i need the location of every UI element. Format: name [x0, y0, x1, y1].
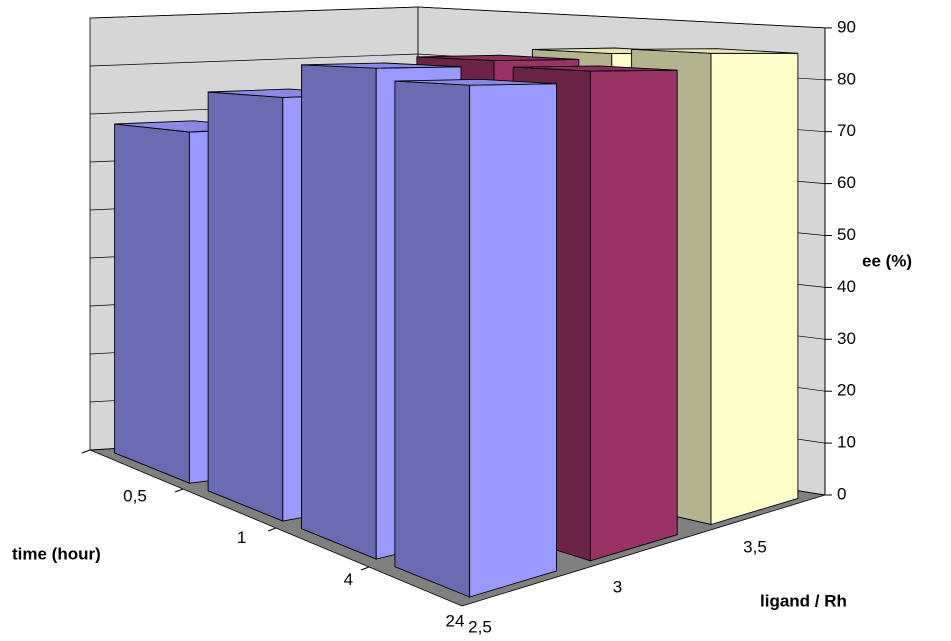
y-tick-label: 70 [837, 121, 856, 140]
x-tick-label: 1 [237, 528, 246, 547]
series-tick-label: 2,5 [468, 617, 492, 636]
bar-top [394, 78, 557, 86]
y-tick-label: 50 [837, 225, 856, 244]
x-tick-label: 0,5 [123, 486, 147, 505]
x-tick [360, 566, 370, 571]
x-tick [174, 488, 184, 493]
bar-front [710, 52, 799, 526]
bar-side [207, 91, 284, 522]
bar-top [416, 54, 579, 62]
y-tick-label: 40 [837, 277, 856, 296]
y-tick-label: 60 [837, 173, 856, 192]
bar [394, 78, 557, 598]
bar-front [469, 83, 557, 598]
bar-top [301, 62, 462, 69]
x-tick [267, 527, 277, 532]
y-tick-label: 0 [837, 484, 846, 503]
series-tick-label: 3 [613, 577, 622, 596]
bar-side [301, 64, 377, 560]
series-axis-title: ligand / Rh [760, 591, 847, 610]
y-tick-label: 90 [837, 17, 856, 36]
y-tick-label: 80 [837, 69, 856, 88]
x-tick-label: 4 [344, 570, 353, 589]
y-tick-label: 10 [837, 433, 856, 452]
y-tick-label: 30 [837, 329, 856, 348]
x-tick-label: 24 [446, 611, 465, 630]
x-tick [81, 449, 91, 454]
bar-front [589, 69, 678, 562]
bar-side [394, 80, 471, 598]
x-axis-title: time (hour) [12, 544, 101, 563]
y-axis-title: ee (%) [862, 251, 912, 270]
grid-line [89, 6, 826, 29]
bar-top [513, 65, 678, 72]
bar-side [114, 123, 190, 484]
bar-top [631, 48, 798, 54]
y-tick-label: 20 [837, 381, 856, 400]
series-tick-label: 3,5 [743, 537, 767, 556]
